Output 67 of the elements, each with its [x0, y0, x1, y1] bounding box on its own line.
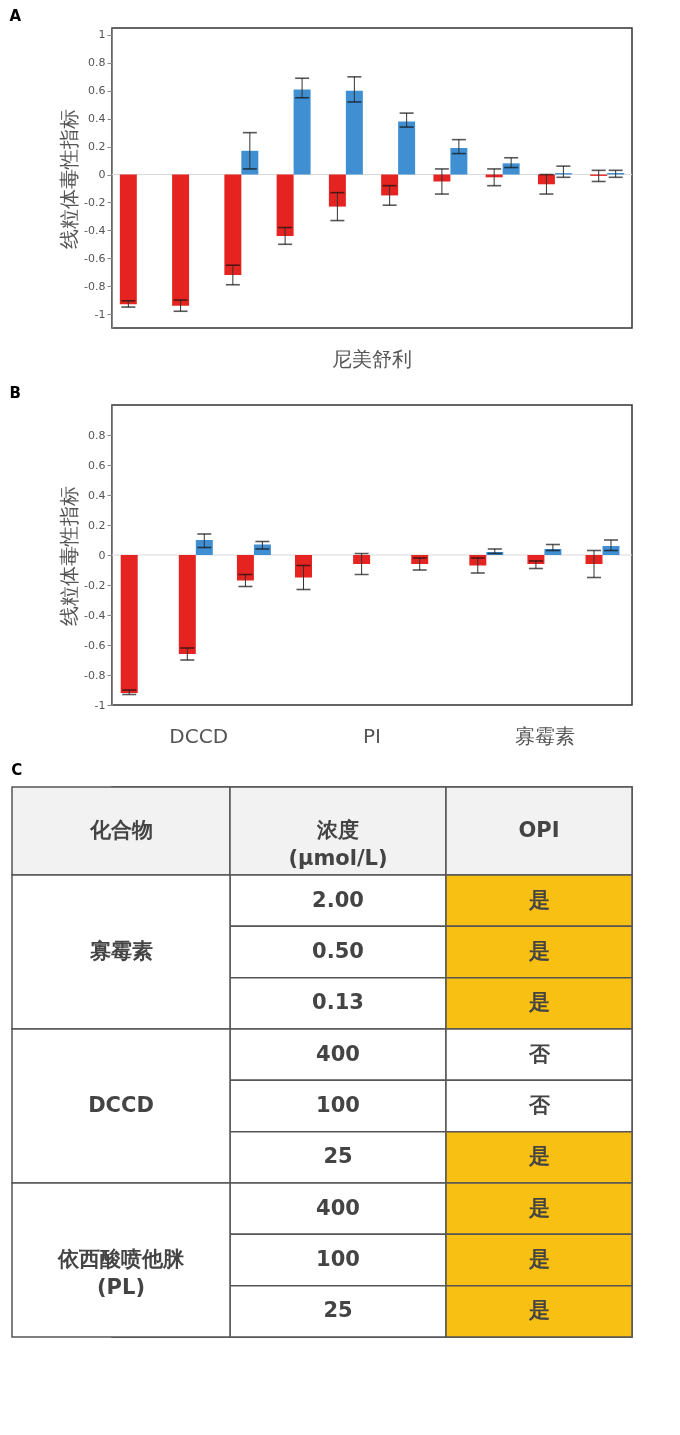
- y-tick-label: 0.6: [88, 458, 106, 472]
- bar: [450, 148, 468, 175]
- y-tick-label: 0.6: [88, 84, 106, 98]
- y-tick-label: 0.8: [88, 428, 106, 442]
- text: 是: [527, 1247, 550, 1271]
- y-tick-label: 0.4: [88, 488, 106, 502]
- y-tick-label: 0.4: [88, 112, 106, 126]
- bar: [345, 90, 363, 175]
- text: 是: [527, 939, 550, 963]
- text: 0.50: [312, 939, 364, 963]
- y-tick-label: 0.8: [88, 56, 106, 70]
- text: 25: [323, 1144, 353, 1169]
- text: C: [11, 761, 23, 780]
- y-tick-label: -0.8: [84, 279, 106, 293]
- y-tick-label: -0.2: [84, 195, 106, 209]
- text: 尼美舒利: [332, 347, 412, 371]
- chart-title: B: [9, 384, 21, 402]
- bar: [381, 174, 399, 196]
- y-tick-label: -1: [94, 698, 106, 712]
- y-tick-label: 0: [98, 548, 106, 562]
- text: 依西酸喷他脒 (PL): [57, 1247, 185, 1299]
- text: 化合物: [88, 818, 153, 842]
- text: 是: [527, 990, 550, 1015]
- text: 是: [527, 887, 550, 912]
- y-tick-label: -0.4: [84, 223, 106, 237]
- text: 否: [527, 1041, 551, 1066]
- bar: [195, 540, 213, 555]
- text: 100: [316, 1093, 360, 1117]
- text: 寡霉素: [515, 724, 576, 748]
- text: 400: [316, 1195, 360, 1220]
- bar: [172, 174, 190, 306]
- y-tick-label: -0.6: [84, 251, 106, 265]
- text: 100: [316, 1247, 360, 1271]
- y-tick-label: 0.2: [88, 140, 106, 154]
- bar: [293, 89, 311, 175]
- y-axis-title: 线粒体毒性指标: [57, 108, 82, 249]
- y-tick-label: 0.2: [88, 518, 106, 532]
- text: 寡霉素: [88, 939, 153, 963]
- y-tick-label: 0: [98, 168, 106, 182]
- text: 是: [527, 1195, 550, 1220]
- text: 是: [527, 1298, 550, 1323]
- y-tick-label: -0.8: [84, 668, 106, 682]
- text: 否: [527, 1093, 551, 1117]
- text: DCCD: [88, 1093, 154, 1117]
- text: 25: [323, 1298, 353, 1323]
- text: 400: [316, 1041, 360, 1066]
- y-tick-label: -1: [94, 307, 106, 321]
- y-tick-label: -0.6: [84, 638, 106, 652]
- bar: [328, 174, 346, 207]
- chart-title: A: [9, 7, 22, 25]
- text: DCCD: [169, 724, 229, 748]
- bar: [224, 174, 242, 275]
- y-tick-label: -0.2: [84, 578, 106, 592]
- text: 浓度 (μmol/L): [288, 818, 388, 870]
- y-tick-label: -0.4: [84, 608, 106, 622]
- text: PI: [363, 724, 381, 748]
- y-axis-title: 线粒体毒性指标: [57, 485, 82, 626]
- bar: [276, 174, 294, 236]
- text: 是: [527, 1144, 550, 1169]
- bar: [295, 555, 312, 578]
- text: OPI: [518, 818, 560, 842]
- bar: [398, 121, 416, 175]
- bar: [178, 555, 196, 654]
- text: 0.13: [312, 990, 364, 1015]
- text: 2.00: [312, 887, 364, 912]
- bar: [236, 555, 254, 581]
- y-tick-label: 1: [98, 28, 106, 42]
